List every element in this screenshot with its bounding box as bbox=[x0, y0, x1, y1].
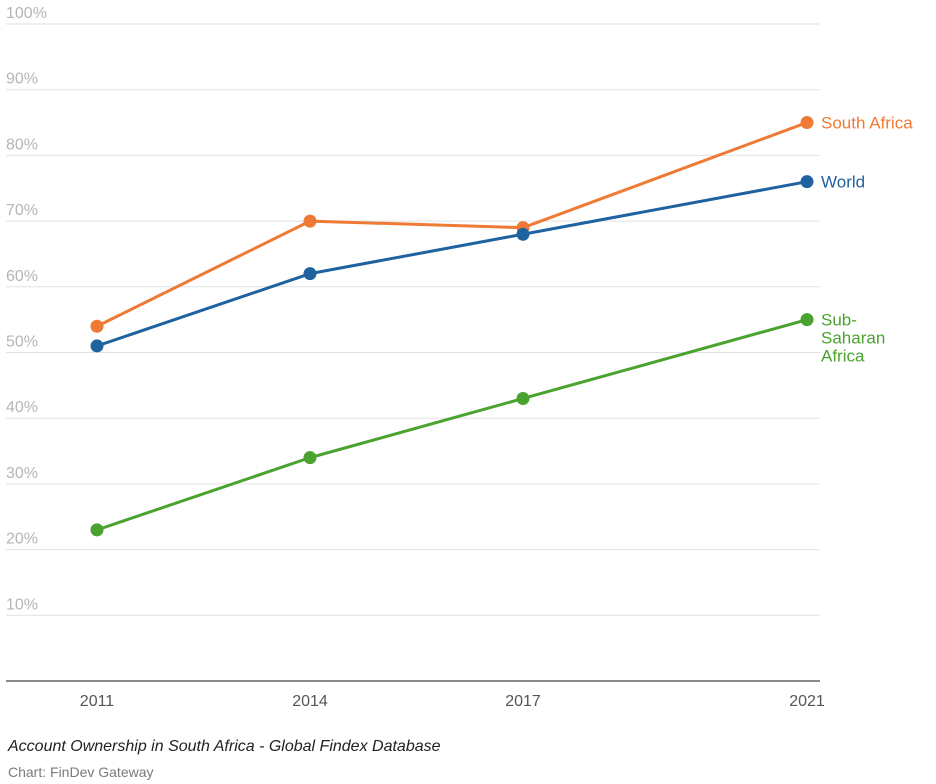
series-world: World bbox=[90, 173, 865, 353]
y-tick-label: 100% bbox=[6, 5, 47, 22]
x-axis-ticks: 2011 2014 2017 2021 bbox=[80, 693, 825, 710]
series-line-sub-saharan-africa bbox=[95, 318, 809, 532]
data-point-world-2017 bbox=[516, 227, 530, 241]
data-point-sub-saharan-africa-2021 bbox=[800, 313, 814, 327]
line-chart: 10% 20% 30% 40% 50% 60% 70% 80% 90% 100% 2011 2014… bbox=[6, 5, 913, 710]
gridlines bbox=[6, 23, 820, 682]
data-point-south-africa-2011 bbox=[90, 319, 104, 333]
series-label-sub-saharan-africa: Sub-Saharan Africa bbox=[821, 311, 885, 366]
x-tick-label: 2011 bbox=[80, 693, 115, 710]
data-point-sub-saharan-africa-2017 bbox=[516, 391, 530, 405]
y-tick-label: 70% bbox=[6, 202, 38, 219]
chart-source: Chart: FinDev Gateway bbox=[8, 764, 154, 780]
x-tick-label: 2014 bbox=[292, 693, 328, 710]
x-tick-label: 2017 bbox=[505, 693, 541, 710]
series-label-world: World bbox=[821, 173, 865, 192]
data-point-world-2021 bbox=[800, 175, 814, 189]
series-label-south-africa: South Africa bbox=[821, 114, 913, 133]
y-axis-ticks: 10% 20% 30% 40% 50% 60% 70% 80% 90% 100% bbox=[6, 5, 47, 613]
data-point-world-2014 bbox=[303, 267, 317, 281]
y-tick-label: 20% bbox=[6, 531, 38, 548]
y-tick-label: 30% bbox=[6, 465, 38, 482]
series-group: South Africa World Sub-Saharan Africa bbox=[90, 114, 913, 537]
data-point-sub-saharan-africa-2011 bbox=[90, 523, 104, 537]
series-sub-saharan-africa: Sub-Saharan Africa bbox=[90, 311, 885, 537]
y-tick-label: 40% bbox=[6, 399, 38, 416]
y-tick-label: 60% bbox=[6, 268, 38, 285]
y-tick-label: 90% bbox=[6, 71, 38, 88]
data-point-sub-saharan-africa-2014 bbox=[303, 451, 317, 465]
series-line-world bbox=[95, 180, 809, 348]
series-line-south-africa bbox=[95, 121, 809, 328]
chart-title: Account Ownership in South Africa - Glob… bbox=[8, 738, 441, 755]
data-point-south-africa-2021 bbox=[800, 116, 814, 130]
series-south-africa: South Africa bbox=[90, 114, 913, 333]
data-point-world-2011 bbox=[90, 339, 104, 353]
y-tick-label: 80% bbox=[6, 136, 38, 153]
data-point-south-africa-2014 bbox=[303, 214, 317, 228]
y-tick-label: 10% bbox=[6, 596, 38, 613]
y-tick-label: 50% bbox=[6, 334, 38, 351]
x-tick-label: 2021 bbox=[789, 693, 825, 710]
